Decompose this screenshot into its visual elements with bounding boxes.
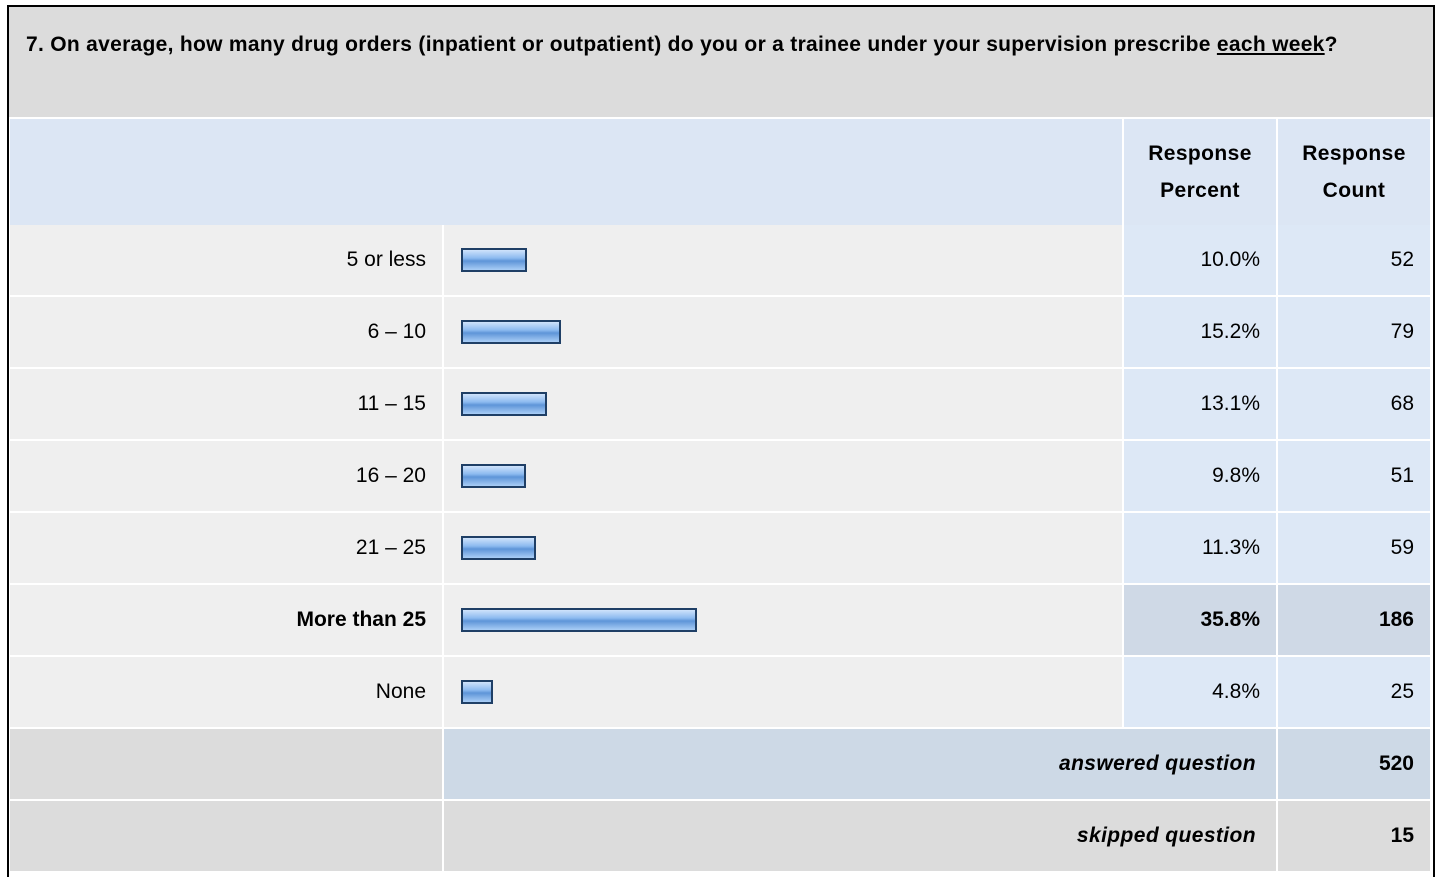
bar-cell bbox=[444, 369, 1122, 439]
bar bbox=[461, 320, 562, 344]
results-table: 7. On average, how many drug orders (inp… bbox=[7, 5, 1435, 877]
bar bbox=[461, 608, 698, 632]
response-percent: 4.8% bbox=[1124, 657, 1276, 727]
row-label: 16 – 20 bbox=[10, 441, 442, 511]
header-blank bbox=[10, 119, 1122, 225]
title-end: ? bbox=[1324, 33, 1338, 56]
bar bbox=[461, 680, 493, 704]
response-percent: 10.0% bbox=[1124, 225, 1276, 295]
title-emphasis: each week bbox=[1216, 33, 1325, 56]
footer-blank bbox=[10, 801, 442, 871]
footer-blank bbox=[10, 729, 442, 799]
response-percent: 15.2% bbox=[1124, 297, 1276, 367]
row-label: None bbox=[10, 657, 442, 727]
response-percent: 35.8% bbox=[1124, 585, 1276, 655]
bar-cell bbox=[444, 225, 1122, 295]
bar-cell bbox=[444, 441, 1122, 511]
response-count: 25 bbox=[1278, 657, 1430, 727]
row-label: More than 25 bbox=[10, 585, 442, 655]
response-count: 186 bbox=[1278, 585, 1430, 655]
response-count: 51 bbox=[1278, 441, 1430, 511]
bar-cell bbox=[444, 513, 1122, 583]
answered-label: answered question bbox=[444, 729, 1276, 799]
bar-cell bbox=[444, 657, 1122, 727]
column-header: Response Count bbox=[1278, 119, 1430, 225]
row-label: 21 – 25 bbox=[10, 513, 442, 583]
response-count: 79 bbox=[1278, 297, 1430, 367]
bar bbox=[461, 536, 536, 560]
skipped-count: 15 bbox=[1278, 801, 1430, 871]
bar bbox=[461, 248, 527, 272]
row-label: 6 – 10 bbox=[10, 297, 442, 367]
bar bbox=[461, 392, 548, 416]
response-percent: 9.8% bbox=[1124, 441, 1276, 511]
column-header: Response Percent bbox=[1124, 119, 1276, 225]
question-title: 7. On average, how many drug orders (inp… bbox=[9, 7, 1433, 117]
response-percent: 13.1% bbox=[1124, 369, 1276, 439]
response-percent: 11.3% bbox=[1124, 513, 1276, 583]
response-count: 68 bbox=[1278, 369, 1430, 439]
response-count: 52 bbox=[1278, 225, 1430, 295]
response-count: 59 bbox=[1278, 513, 1430, 583]
row-label: 11 – 15 bbox=[10, 369, 442, 439]
title-text: 7. On average, how many drug orders (inp… bbox=[26, 33, 1217, 56]
answered-count: 520 bbox=[1278, 729, 1430, 799]
bar bbox=[461, 464, 526, 488]
skipped-label: skipped question bbox=[444, 801, 1276, 871]
row-label: 5 or less bbox=[10, 225, 442, 295]
